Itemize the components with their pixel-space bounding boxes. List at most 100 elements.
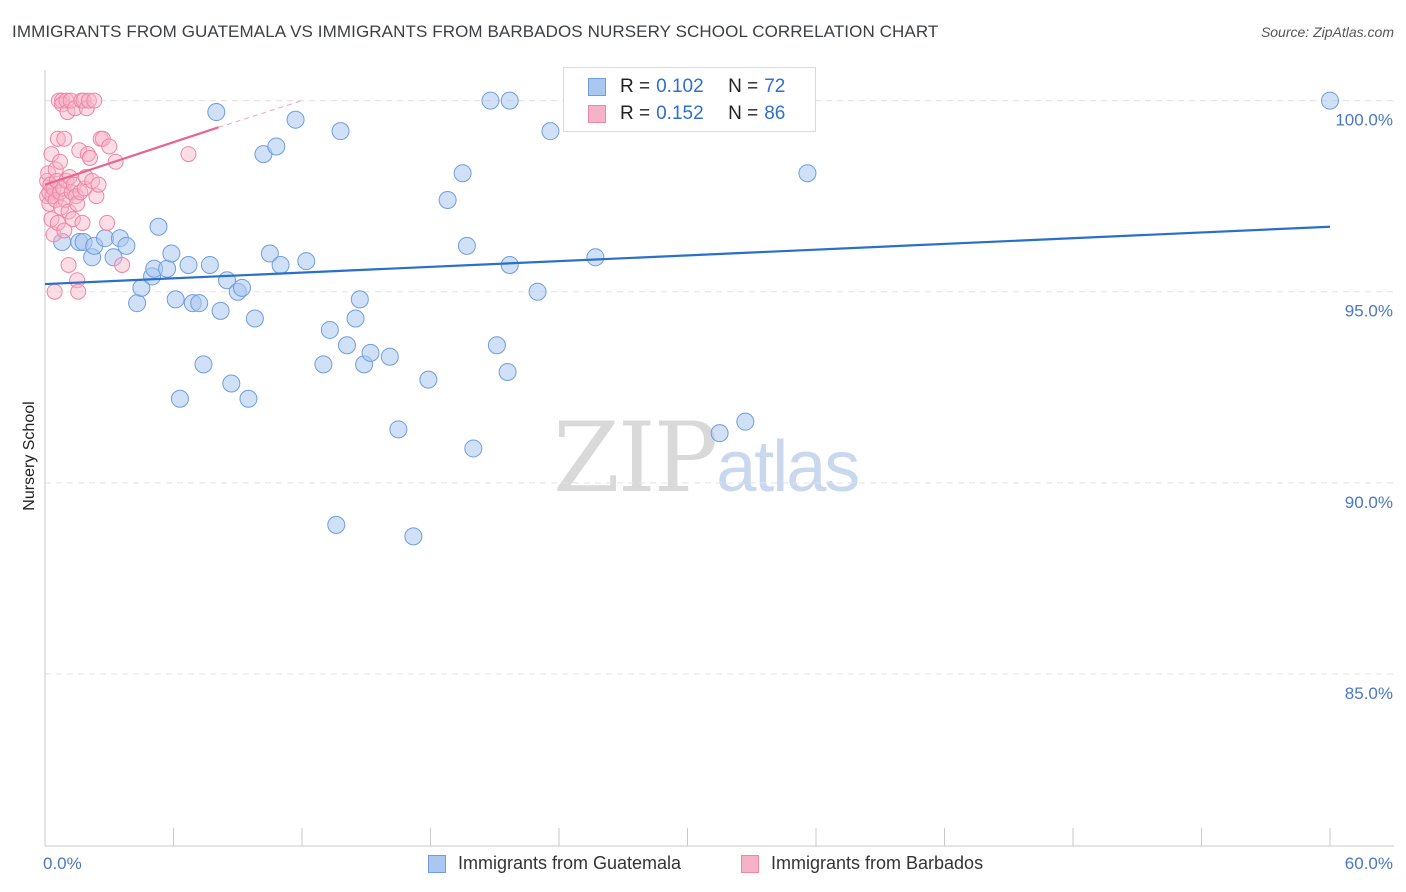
n-label: N = <box>728 103 759 124</box>
guatemala-point <box>498 362 517 381</box>
guatemala-point <box>207 103 226 122</box>
barbados-point <box>101 138 118 155</box>
guatemala-point <box>453 164 472 183</box>
trend-lines <box>44 100 1331 286</box>
guatemala-point <box>1321 91 1339 110</box>
guatemala-point <box>380 347 399 366</box>
grid-lines <box>45 100 1394 675</box>
barbados-legend-label: Immigrants from Barbados <box>771 853 984 873</box>
guatemala-point <box>260 244 279 263</box>
guatemala-point <box>194 355 213 374</box>
barbados-point <box>46 283 63 300</box>
barbados-point <box>90 176 107 193</box>
correlation-legend: R = 0.102 N = 72 R = 0.152 N = 86 <box>563 67 816 132</box>
barbados-point <box>60 256 77 273</box>
barbados-trend-extension <box>218 100 303 128</box>
bottom-legend-barbados: Immigrants from Barbados <box>741 853 983 874</box>
guatemala-point <box>500 255 519 274</box>
barbados-legend-swatch <box>741 854 759 873</box>
barbados-point <box>99 214 116 231</box>
guatemala-point <box>320 320 339 339</box>
y-axis-label: Nursery School <box>21 401 38 510</box>
bottom-legend-guatemala: Immigrants from Guatemala <box>428 853 681 874</box>
guatemala-point <box>162 244 181 263</box>
guatemala-point <box>337 336 356 355</box>
watermark-atlas: atlas <box>716 427 860 507</box>
guatemala-point <box>297 252 316 271</box>
guatemala-trend-line <box>44 225 1331 286</box>
guatemala-point <box>464 439 483 458</box>
guatemala-point <box>286 110 305 129</box>
guatemala-point <box>158 259 177 278</box>
guatemala-points <box>53 91 1339 546</box>
n-value-barbados: 86 <box>764 103 786 124</box>
guatemala-point <box>267 137 286 156</box>
guatemala-point <box>211 301 230 320</box>
guatemala-point <box>149 217 168 236</box>
legend-row-guatemala: R = 0.102 N = 72 <box>588 75 785 99</box>
y-tick-label: 85.0% <box>1345 684 1393 703</box>
y-tick-label: 100.0% <box>1335 111 1393 130</box>
guatemala-point <box>528 282 547 301</box>
y-tick-label: 90.0% <box>1345 493 1393 512</box>
guatemala-point <box>245 309 264 328</box>
guatemala-point <box>128 294 147 313</box>
guatemala-legend-label: Immigrants from Guatemala <box>458 853 682 873</box>
r-label: R = <box>620 76 651 97</box>
guatemala-point <box>361 343 380 362</box>
guatemala-point <box>331 122 350 141</box>
guatemala-swatch <box>588 78 606 96</box>
guatemala-point <box>798 164 817 183</box>
guatemala-legend-swatch <box>428 854 446 873</box>
guatemala-point <box>239 389 258 408</box>
guatemala-point <box>586 248 605 267</box>
guatemala-point <box>736 412 755 431</box>
guatemala-point <box>233 278 252 297</box>
n-value-guatemala: 72 <box>764 76 786 97</box>
watermark: ZIPatlas <box>553 402 860 514</box>
guatemala-point <box>404 527 423 546</box>
barbados-point <box>74 214 91 231</box>
guatemala-point <box>500 91 519 110</box>
x-tick-label-min: 0.0% <box>43 854 82 873</box>
chart-title: IMMIGRANTS FROM GUATEMALA VS IMMIGRANTS … <box>12 22 939 41</box>
guatemala-point <box>190 294 209 313</box>
x-tick-label-max: 60.0% <box>1345 854 1393 873</box>
r-value-guatemala: 0.102 <box>656 76 704 97</box>
guatemala-point <box>350 290 369 309</box>
guatemala-point <box>117 236 136 255</box>
y-tick-label: 95.0% <box>1345 302 1393 321</box>
guatemala-point <box>541 122 560 141</box>
barbados-swatch <box>588 105 606 123</box>
barbados-point <box>56 222 73 239</box>
guatemala-point <box>487 336 506 355</box>
r-label: R = <box>620 103 651 124</box>
barbados-point <box>49 130 66 147</box>
chart-source: Source: ZipAtlas.com <box>1260 24 1394 40</box>
barbados-point <box>86 92 103 109</box>
barbados-point <box>47 161 64 178</box>
guatemala-point <box>710 424 729 443</box>
axes <box>44 70 1394 847</box>
barbados-trend-line <box>44 126 219 186</box>
x-tick-labels: 0.0% 60.0% <box>43 854 1393 873</box>
guatemala-point <box>170 389 189 408</box>
guatemala-point <box>419 370 438 389</box>
barbados-point <box>64 211 81 228</box>
guatemala-point <box>327 515 346 534</box>
guatemala-point <box>346 309 365 328</box>
guatemala-point <box>389 420 408 439</box>
guatemala-point <box>457 236 476 255</box>
barbados-point <box>69 272 86 289</box>
guatemala-point <box>438 190 457 209</box>
n-label: N = <box>728 76 759 97</box>
barbados-point <box>51 153 68 170</box>
barbados-point <box>56 130 73 147</box>
guatemala-point <box>200 255 219 274</box>
legend-row-barbados: R = 0.152 N = 86 <box>588 102 785 126</box>
r-value-barbados: 0.152 <box>656 103 704 124</box>
guatemala-point <box>95 229 114 248</box>
guatemala-point <box>481 91 500 110</box>
barbados-point <box>80 92 97 109</box>
